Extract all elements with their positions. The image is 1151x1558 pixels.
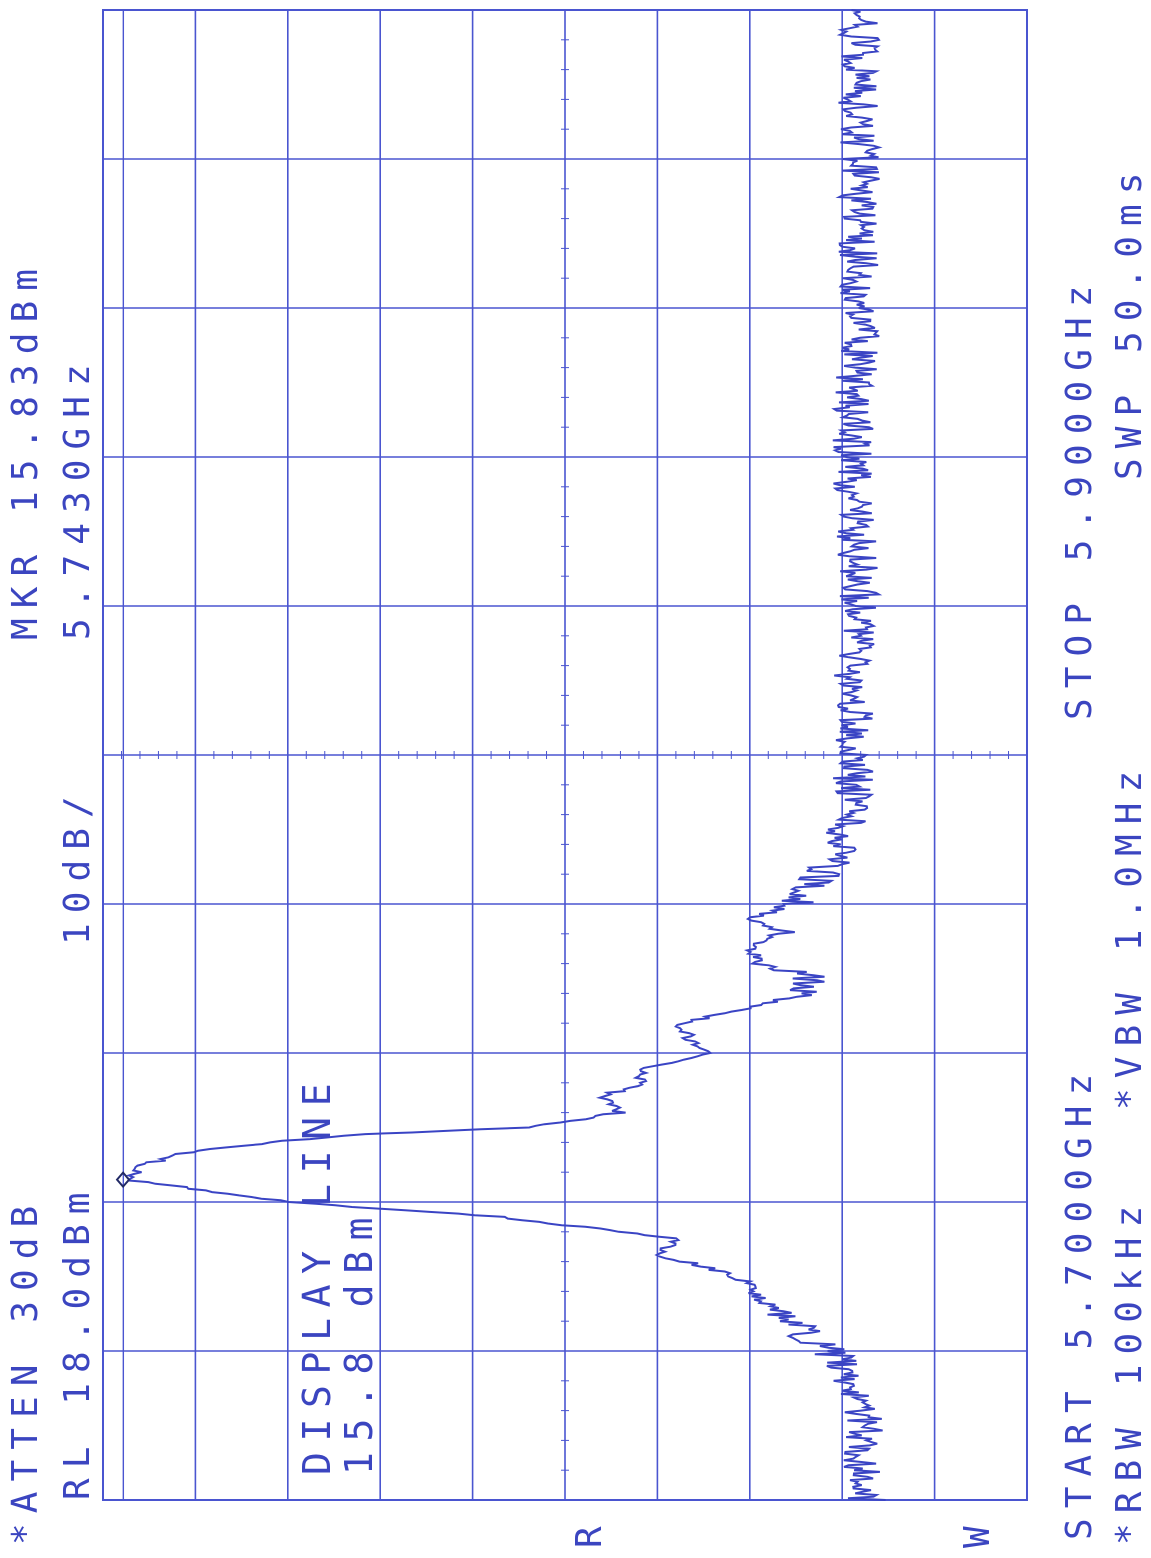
marker-level-label: MKR 15.83dBm [5, 258, 46, 640]
w-mark: W [957, 1516, 998, 1548]
start-freq-label: START 5.7000GHz [1059, 1063, 1100, 1540]
atten-label: *ATTEN 30dB [5, 1195, 46, 1545]
scale-label: 10dB/ [57, 786, 98, 945]
ref-level-label: RL 18.0dBm [57, 1182, 98, 1500]
marker-freq-label: 5.7430GHz [57, 354, 98, 640]
display-line-label: DISPLAY LINE [295, 1072, 339, 1475]
display-line-value: 15.8 dBm [337, 1206, 381, 1475]
rbw-label: *RBW 100kHz [1109, 1195, 1150, 1545]
marker-diamond [115, 1171, 131, 1189]
vbw-label: *VBW 1.0MHz [1109, 760, 1150, 1110]
sweep-label: SWP 50.0ms [1109, 162, 1150, 480]
spectrum-trace [125, 9, 886, 1501]
graticule [102, 9, 1028, 1501]
r-mark: R [569, 1516, 610, 1548]
stop-freq-label: STOP 5.9000GHz [1059, 275, 1100, 720]
